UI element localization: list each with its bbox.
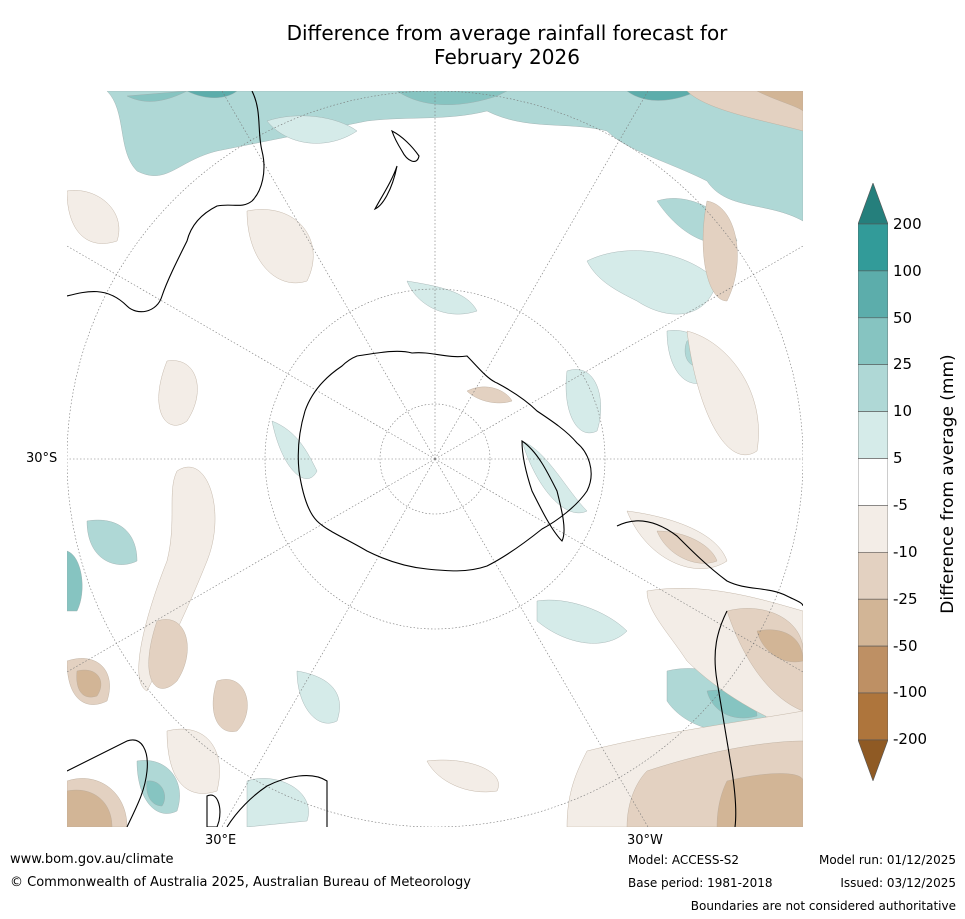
- lat-label-30s: 30°S: [26, 451, 58, 466]
- cb-tick-10: 10: [893, 402, 913, 420]
- africa-coastline: [67, 739, 148, 827]
- cb-band-25-50: [858, 317, 888, 366]
- cb-band-neutral: [858, 458, 888, 506]
- lon-label-30e: 30°E: [205, 833, 237, 848]
- title-line-1: Difference from average rainfall forecas…: [286, 21, 728, 45]
- rainfall-map: [67, 91, 803, 827]
- footer-issued: Issued: 03/12/2025: [840, 876, 956, 890]
- cb-band-lt-neg200: [858, 739, 888, 781]
- australia-coastline: [67, 91, 265, 313]
- cb-tick-100: 100: [893, 262, 922, 280]
- cb-band-gt-200: [858, 183, 888, 225]
- footer-disclaimer: Boundaries are not considered authoritat…: [690, 899, 956, 913]
- footer-base-period: Base period: 1981-2018: [628, 876, 773, 890]
- cb-band-neg50-neg100: [858, 645, 888, 694]
- new-zealand-coastline: [373, 129, 420, 211]
- cb-band-50-100: [858, 270, 888, 319]
- cb-band-5-10: [858, 411, 888, 459]
- cb-band-neg100-neg200: [858, 692, 888, 741]
- madagascar-coastline: [206, 794, 221, 827]
- cb-tick-50: 50: [893, 309, 913, 327]
- cb-band-neg25-neg50: [858, 598, 888, 647]
- footer-model: Model: ACCESS-S2: [628, 853, 740, 867]
- cb-tick-neg100: -100: [893, 683, 928, 701]
- footer-url: www.bom.gov.au/climate: [10, 852, 174, 867]
- footer-model-run: Model run: 01/12/2025: [818, 853, 956, 867]
- cb-tick-neg25: -25: [893, 590, 918, 608]
- cb-band-10-25: [858, 364, 888, 412]
- south-america-coastline: [616, 520, 803, 607]
- graticule: [67, 91, 803, 827]
- cb-tick-neg50: -50: [893, 637, 918, 655]
- cb-tick-neg200: -200: [893, 730, 928, 748]
- lon-label-30w: 30°W: [627, 833, 663, 848]
- map-title: Difference from average rainfall forecas…: [67, 21, 947, 69]
- colorbar-title: Difference from average (mm): [938, 354, 958, 614]
- cb-band-neg10-neg25: [858, 551, 888, 600]
- drier-anomaly-areas: [67, 91, 803, 827]
- cb-tick-25: 25: [893, 355, 913, 373]
- antarctic-peninsula: [521, 439, 565, 542]
- cb-tick-neg10: -10: [893, 543, 918, 561]
- coastlines: [67, 91, 803, 827]
- antarctica-coastline: [297, 350, 592, 572]
- cb-band-100-200: [858, 223, 888, 272]
- cb-tick-200: 200: [893, 215, 922, 233]
- cb-tick-neg5: -5: [893, 496, 908, 514]
- footer-copyright: © Commonwealth of Australia 2025, Austra…: [10, 875, 471, 890]
- colorbar: [858, 183, 888, 781]
- cb-band-neg5-neg10: [858, 505, 888, 553]
- title-line-2: February 2026: [434, 45, 580, 69]
- cb-tick-5: 5: [893, 449, 903, 467]
